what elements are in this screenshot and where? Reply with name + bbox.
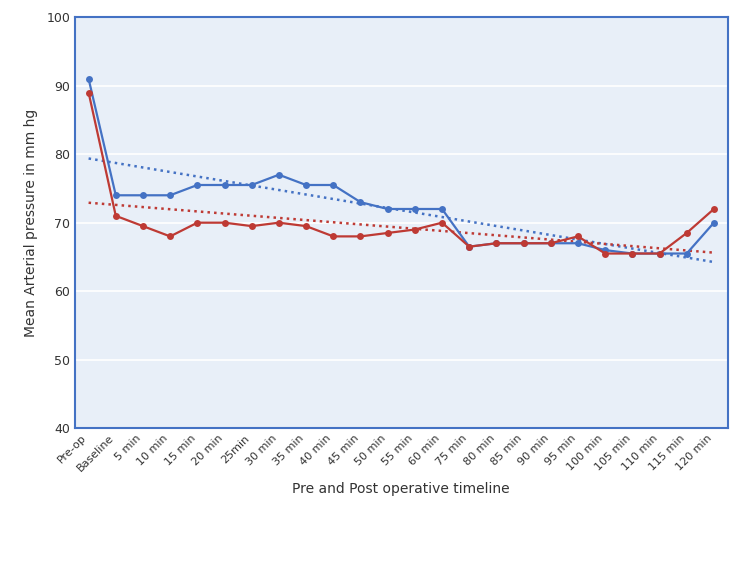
- Group GA: [710, 219, 718, 226]
- Line: Group CSE: Group CSE: [85, 89, 718, 257]
- Group GA: [628, 250, 637, 257]
- Group GA: [248, 182, 256, 188]
- Y-axis label: Mean Arterial pressure in mm hg: Mean Arterial pressure in mm hg: [24, 108, 38, 337]
- Group CSE: [437, 219, 446, 226]
- Group CSE: [710, 206, 718, 212]
- Group CSE: [682, 230, 692, 236]
- Group CSE: [274, 219, 284, 226]
- Group CSE: [84, 89, 93, 96]
- Group CSE: [220, 219, 229, 226]
- Group GA: [328, 182, 338, 188]
- Group CSE: [328, 233, 338, 240]
- X-axis label: Pre and Post operative timeline: Pre and Post operative timeline: [292, 482, 510, 496]
- Group CSE: [601, 250, 610, 257]
- Group CSE: [356, 233, 365, 240]
- Group GA: [220, 182, 229, 188]
- Group CSE: [519, 240, 528, 247]
- Group GA: [519, 240, 528, 247]
- Group GA: [465, 243, 474, 250]
- Group CSE: [111, 212, 120, 219]
- Group CSE: [302, 223, 310, 230]
- Group CSE: [193, 219, 202, 226]
- Group GA: [356, 199, 365, 206]
- Group GA: [302, 182, 310, 188]
- Group CSE: [383, 230, 392, 236]
- Group CSE: [655, 250, 664, 257]
- Group CSE: [574, 233, 583, 240]
- Group GA: [410, 206, 419, 212]
- Group CSE: [492, 240, 501, 247]
- Group GA: [601, 247, 610, 254]
- Group GA: [546, 240, 555, 247]
- Group CSE: [546, 240, 555, 247]
- Group GA: [274, 171, 284, 178]
- Group CSE: [410, 226, 419, 233]
- Group GA: [84, 75, 93, 82]
- Group CSE: [248, 223, 256, 230]
- Group GA: [139, 192, 148, 199]
- Group GA: [166, 192, 175, 199]
- Group CSE: [465, 243, 474, 250]
- Legend: Group GA, Group CSE: Group GA, Group CSE: [275, 569, 527, 571]
- Group GA: [437, 206, 446, 212]
- Group GA: [383, 206, 392, 212]
- Group GA: [655, 250, 664, 257]
- Line: Group GA: Group GA: [85, 75, 718, 257]
- Group GA: [574, 240, 583, 247]
- Group CSE: [166, 233, 175, 240]
- Group GA: [682, 250, 692, 257]
- Group GA: [111, 192, 120, 199]
- Group CSE: [139, 223, 148, 230]
- Group CSE: [628, 250, 637, 257]
- Group GA: [492, 240, 501, 247]
- Group GA: [193, 182, 202, 188]
